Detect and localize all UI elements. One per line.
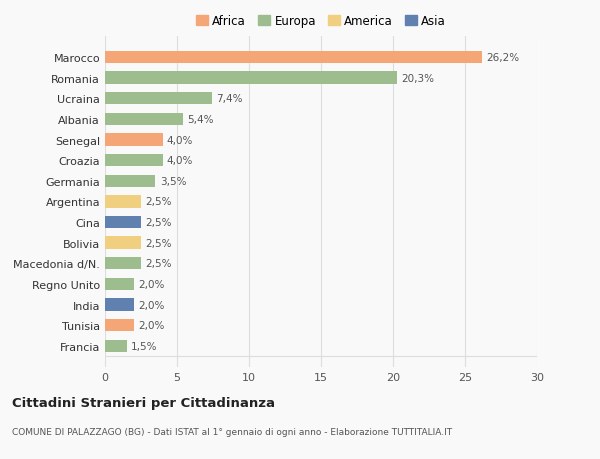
Text: 2,5%: 2,5% [145, 218, 172, 228]
Text: 1,5%: 1,5% [131, 341, 157, 351]
Bar [105, 299, 134, 311]
Bar [105, 113, 183, 126]
Text: Cittadini Stranieri per Cittadinanza: Cittadini Stranieri per Cittadinanza [12, 396, 275, 409]
Text: 3,5%: 3,5% [160, 176, 186, 186]
Bar [105, 340, 127, 352]
Text: COMUNE DI PALAZZAGO (BG) - Dati ISTAT al 1° gennaio di ogni anno - Elaborazione : COMUNE DI PALAZZAGO (BG) - Dati ISTAT al… [12, 427, 452, 436]
Bar [105, 73, 397, 84]
Bar [105, 196, 141, 208]
Bar [105, 93, 212, 105]
Bar [105, 257, 141, 270]
Text: 2,0%: 2,0% [138, 320, 164, 330]
Text: 26,2%: 26,2% [487, 53, 520, 63]
Bar [105, 52, 482, 64]
Bar [105, 175, 155, 188]
Text: 4,0%: 4,0% [167, 156, 193, 166]
Bar [105, 319, 134, 331]
Bar [105, 155, 163, 167]
Bar [105, 134, 163, 146]
Text: 2,0%: 2,0% [138, 300, 164, 310]
Bar [105, 216, 141, 229]
Bar [105, 237, 141, 249]
Text: 2,5%: 2,5% [145, 238, 172, 248]
Text: 4,0%: 4,0% [167, 135, 193, 145]
Legend: Africa, Europa, America, Asia: Africa, Europa, America, Asia [193, 13, 449, 31]
Text: 20,3%: 20,3% [401, 73, 434, 84]
Bar [105, 278, 134, 291]
Text: 2,5%: 2,5% [145, 197, 172, 207]
Text: 2,5%: 2,5% [145, 259, 172, 269]
Text: 5,4%: 5,4% [187, 115, 214, 125]
Text: 7,4%: 7,4% [216, 94, 242, 104]
Text: 2,0%: 2,0% [138, 279, 164, 289]
